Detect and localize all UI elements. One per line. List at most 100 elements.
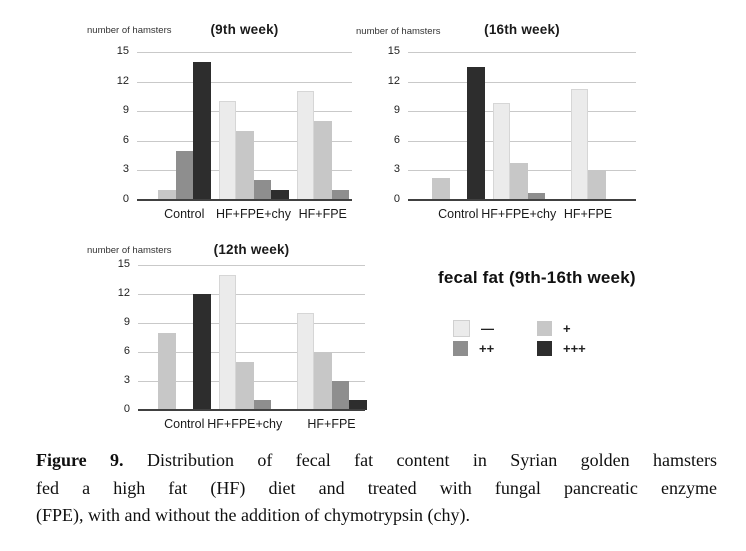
- y-tick-label: 9: [393, 104, 400, 117]
- bar-HF+FPE+chy-+: [236, 131, 254, 200]
- chart-9th-week: number of hamsters (9th week) 0 3 6 9 12 15 Co…: [65, 14, 361, 232]
- legend-panel: fecal fat (9th-16th week) — + ++ +++: [420, 258, 720, 378]
- gridline: [408, 81, 636, 83]
- x-category-label: HF+FPE+chy: [481, 207, 557, 221]
- legend-swatch: [453, 320, 470, 337]
- bar-HF+FPE+chy-++: [253, 400, 271, 410]
- figure-caption: Figure 9. Distribution of fecal fat cont…: [36, 447, 717, 530]
- bar-HF+FPE-++: [331, 381, 349, 410]
- y-tick-label: 6: [123, 345, 130, 357]
- bar-HF+FPE-—: [296, 91, 314, 200]
- bar-HF+FPE+chy-+: [510, 163, 528, 200]
- y-tick-label: 15: [117, 258, 130, 270]
- legend-item: +: [537, 320, 586, 337]
- bar-Control-+++: [467, 67, 485, 200]
- y-tick-label: 12: [116, 74, 129, 87]
- bar-HF+FPE-++: [331, 190, 349, 200]
- x-category-label: Control: [164, 207, 205, 221]
- x-axis-line: [137, 198, 352, 201]
- bar-HF+FPE-—: [570, 89, 588, 200]
- legend-swatch: [537, 321, 552, 336]
- legend-item: —: [453, 320, 519, 337]
- y-axis-title: number of hamsters: [87, 25, 172, 36]
- y-tick-label: 6: [122, 133, 129, 146]
- y-tick-label: 3: [122, 163, 129, 176]
- x-axis-line: [138, 408, 365, 411]
- y-tick-label: 12: [387, 74, 400, 87]
- caption-line-3: (FPE), with and without the addition of …: [36, 505, 470, 525]
- y-tick-label: 3: [123, 374, 130, 386]
- bar-HF+FPE-+++: [349, 400, 367, 410]
- legend-item-label: +: [563, 321, 571, 336]
- x-category-label: HF+FPE+chy: [215, 207, 292, 221]
- x-category-label: HF+FPE: [307, 417, 356, 431]
- gridline: [138, 265, 365, 266]
- bar-HF+FPE+chy-—: [218, 101, 236, 200]
- gridline: [137, 111, 352, 113]
- bar-HF+FPE+chy-++: [253, 180, 271, 200]
- bar-HF+FPE-+: [314, 121, 332, 200]
- caption-line-1: Figure 9. Distribution of fecal fat cont…: [36, 447, 717, 475]
- bar-Control-+: [158, 190, 176, 200]
- bar-HF+FPE+chy-—: [492, 103, 510, 200]
- y-axis-title: number of hamsters: [356, 26, 441, 37]
- x-category-label: Control: [438, 207, 479, 221]
- y-tick-label: 9: [122, 104, 129, 117]
- y-tick-label: 12: [117, 287, 130, 299]
- y-tick-label: 0: [123, 403, 130, 415]
- gridline: [138, 352, 365, 353]
- x-category-label: Control: [164, 417, 205, 431]
- y-tick-label: 6: [393, 133, 400, 146]
- legend-item-label: —: [481, 321, 494, 336]
- legend-item-label: ++: [479, 341, 495, 356]
- gridline: [137, 81, 352, 83]
- bar-HF+FPE+chy-+++: [271, 190, 289, 200]
- y-tick-label: 3: [393, 163, 400, 176]
- legend-item: ++: [453, 341, 519, 356]
- x-axis-line: [408, 198, 636, 201]
- y-tick-label: 0: [122, 193, 129, 205]
- x-category-label: HF+FPE: [298, 207, 347, 221]
- bar-HF+FPE+chy-—: [218, 275, 236, 410]
- bar-Control-+: [158, 333, 176, 410]
- plot-area: 0 3 6 9 12 15 Control HF+FPE+chy HF+FPE: [118, 258, 367, 431]
- bar-Control-++: [175, 151, 193, 200]
- y-tick-label: 15: [116, 45, 129, 57]
- gridline: [138, 323, 365, 324]
- x-category-label: HF+FPE: [563, 207, 613, 221]
- chart-title: (9th week): [210, 22, 279, 37]
- bar-Control-+++: [193, 294, 211, 410]
- gridline: [138, 294, 365, 295]
- legend-items: — + ++ +++: [453, 320, 586, 356]
- y-axis-title: number of hamsters: [87, 245, 172, 256]
- bar-HF+FPE+chy-+: [236, 362, 254, 410]
- caption-line-2: fed a high fat (HF) diet and treated wit…: [36, 477, 717, 498]
- gridline: [408, 111, 636, 113]
- bar-HF+FPE+chy-++: [527, 193, 545, 200]
- chart-title: (16th week): [484, 22, 560, 37]
- bar-HF+FPE-—: [296, 313, 314, 410]
- caption-line-1-text: Distribution of fecal fat content in Syr…: [123, 450, 717, 470]
- y-tick-label: 9: [123, 316, 130, 328]
- gridline: [408, 140, 636, 142]
- gridline: [137, 52, 352, 53]
- plot-area: 0 3 6 9 12 15 Control HF+FPE+chy HF+FPE: [388, 45, 636, 221]
- legend-item: +++: [537, 341, 586, 356]
- legend-item-label: +++: [563, 341, 586, 356]
- bar-HF+FPE-+: [588, 170, 606, 200]
- y-tick-label: 15: [387, 45, 400, 57]
- legend-title: fecal fat (9th-16th week): [438, 268, 636, 287]
- bar-Control-+: [432, 178, 450, 200]
- chart-16th-week: number of hamsters (16th week) 0 3 6 9 12 15 C…: [352, 14, 644, 232]
- bar-Control-+++: [193, 62, 211, 200]
- bar-HF+FPE-+: [314, 352, 332, 410]
- x-category-label: HF+FPE+chy: [207, 417, 283, 431]
- chart-title: (12th week): [213, 242, 290, 257]
- gridline: [408, 52, 636, 53]
- legend-swatch: [537, 341, 552, 356]
- legend-swatch: [453, 341, 468, 356]
- plot-area: 0 3 6 9 12 15 Control HF+FPE+chy HF+FPE: [117, 45, 352, 221]
- caption-figure-label: Figure 9.: [36, 450, 124, 470]
- chart-12th-week: number of hamsters (12th week) 0 3 6 9 12 15 C…: [65, 234, 377, 452]
